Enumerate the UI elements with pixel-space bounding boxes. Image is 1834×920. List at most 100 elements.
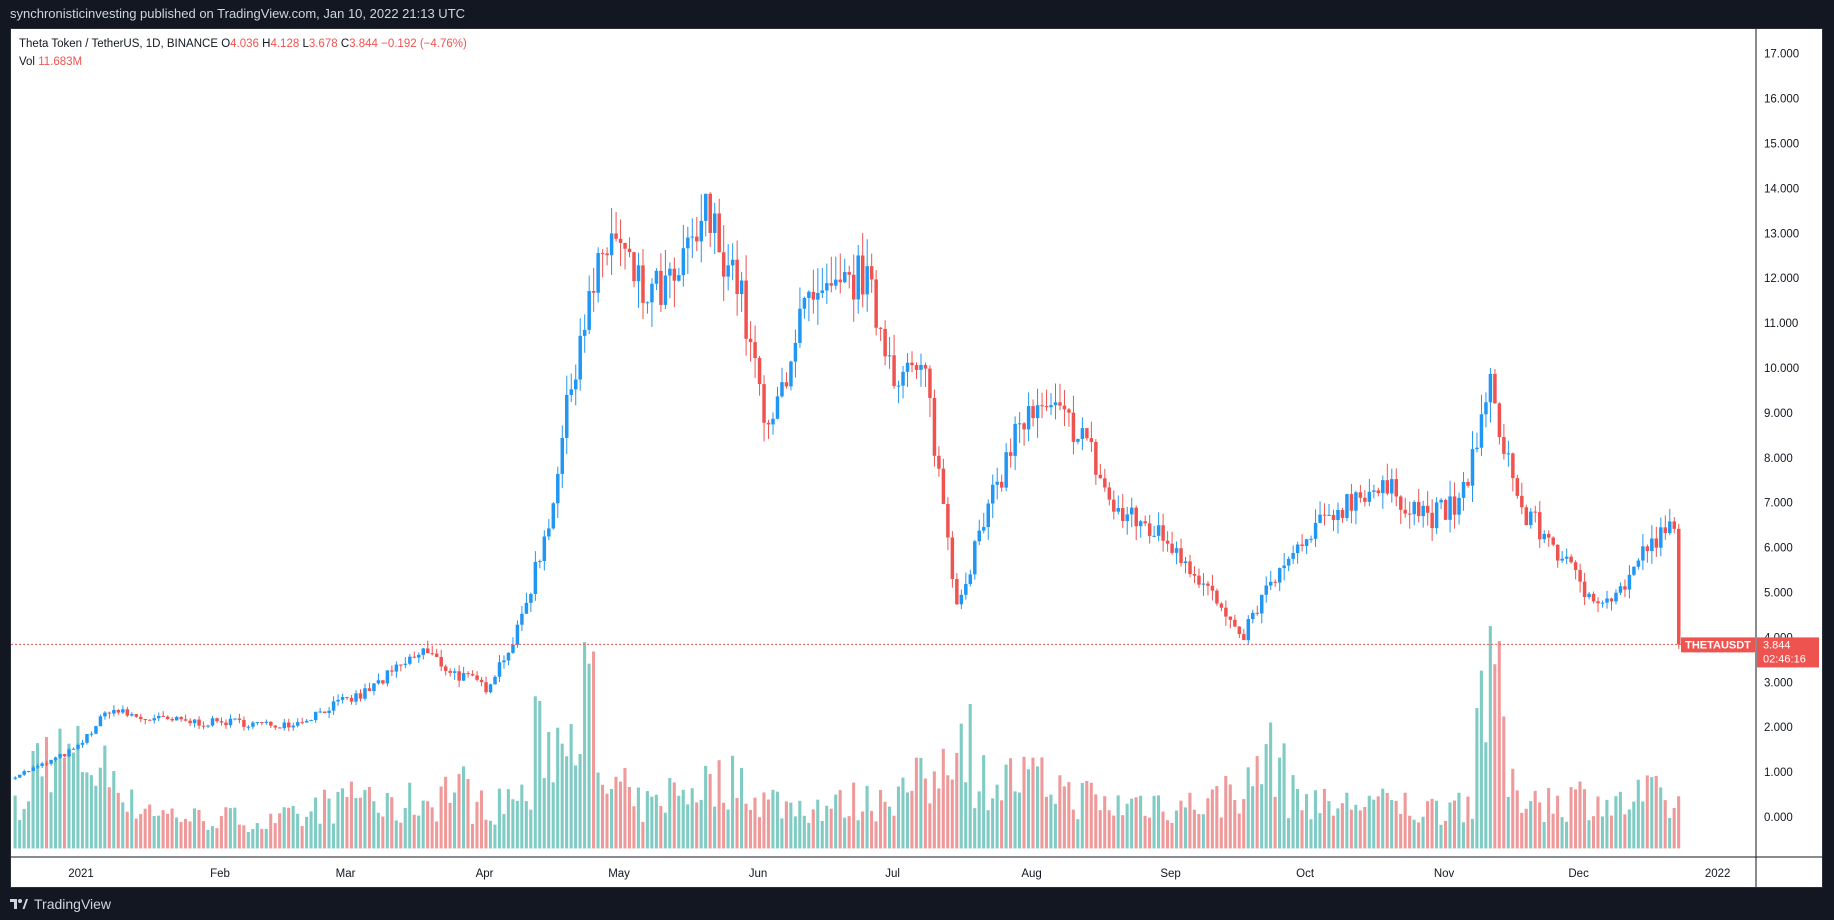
candle-body: [457, 671, 461, 681]
volume-bar: [1053, 803, 1057, 849]
candle-body: [1448, 496, 1452, 520]
volume-bar: [1192, 809, 1196, 849]
candle-body: [331, 701, 336, 711]
volume-bar: [1327, 801, 1331, 849]
candle-body: [282, 722, 287, 729]
volume-bar: [757, 817, 762, 849]
candle-body: [269, 721, 273, 726]
candle-body: [246, 726, 251, 728]
brand[interactable]: TradingView: [10, 896, 111, 912]
volume-bar: [13, 795, 17, 849]
volume-bar: [1107, 810, 1111, 849]
tradingview-logo-icon: [10, 899, 28, 909]
volume-bar: [1322, 788, 1326, 849]
candle-body: [591, 291, 596, 293]
candle-body: [1546, 533, 1551, 538]
candle-body: [766, 422, 771, 425]
volume-bar: [89, 775, 93, 849]
volume-bar: [134, 818, 138, 849]
volume-bar: [681, 789, 685, 849]
legend: Theta Token / TetherUS, 1D, BINANCE O4.0…: [19, 35, 467, 71]
candle-body: [730, 259, 735, 266]
candle-body: [475, 675, 479, 680]
volume-bar: [1650, 777, 1654, 849]
candle-body: [717, 213, 721, 253]
volume-bar: [1493, 664, 1497, 849]
candle-body: [255, 722, 260, 724]
volume-bar: [1264, 744, 1268, 849]
brand-name: TradingView: [34, 896, 112, 912]
candle-body: [1551, 537, 1555, 545]
candle-body: [1466, 481, 1470, 486]
volume-bar: [1156, 795, 1161, 849]
volume-bar: [1439, 824, 1443, 849]
symbol-title[interactable]: Theta Token / TetherUS, 1D, BINANCE: [19, 38, 218, 50]
volume-bar: [1165, 820, 1170, 849]
volume-bar: [802, 815, 806, 849]
candle-body: [1107, 487, 1112, 500]
volume-bar: [1426, 801, 1430, 849]
volume-bar: [1556, 795, 1560, 849]
candlestick-chart[interactable]: 17.000 16.000 15.000 14.000 13.000 12.000 11.0…: [11, 29, 1823, 888]
volume-bar: [663, 812, 667, 849]
candle-body: [22, 771, 26, 775]
volume-bar: [1632, 801, 1636, 849]
candle-body: [560, 437, 565, 474]
volume-bar: [556, 727, 560, 849]
volume-bar: [1511, 768, 1515, 849]
candle-body: [739, 280, 744, 295]
volume-bar: [843, 817, 847, 849]
volume-bar: [300, 826, 304, 849]
volume-bar: [1461, 822, 1465, 849]
volume-bar: [766, 799, 770, 849]
volume-bar: [1618, 791, 1622, 849]
candle-body: [1609, 598, 1614, 602]
volume-bar: [650, 796, 654, 849]
candle-body: [1224, 607, 1228, 617]
volume-bar: [524, 801, 528, 849]
volume-bar: [1376, 796, 1380, 849]
candle-body: [260, 722, 264, 724]
candle-body: [1040, 405, 1044, 407]
candle-body: [1515, 478, 1520, 496]
candle-body: [287, 722, 291, 728]
volume-bar: [968, 704, 972, 849]
candle-body: [461, 673, 466, 681]
candle-body: [914, 365, 919, 370]
volume-bar: [170, 808, 174, 849]
candle-body: [1605, 598, 1609, 603]
candle-body: [614, 233, 618, 239]
volume-bar: [345, 796, 349, 849]
x-tick-label: May: [608, 868, 630, 880]
volume-bar: [959, 723, 963, 849]
candle-body: [1233, 619, 1237, 627]
volume-bar: [376, 812, 380, 849]
volume-bar: [600, 784, 605, 849]
candle-body: [753, 342, 757, 359]
candle-body: [1322, 514, 1327, 516]
y-tick-label: 5.000: [1764, 588, 1793, 600]
candle-body: [1318, 514, 1322, 523]
candle-body: [403, 663, 408, 665]
volume-bar: [1049, 794, 1053, 849]
candle-body: [990, 484, 995, 504]
volume-bar: [1295, 788, 1300, 849]
volume-bar: [228, 808, 232, 849]
candle-body: [1672, 521, 1677, 529]
candle-body: [430, 653, 434, 655]
candle-body: [955, 579, 959, 605]
volume-bar: [1654, 776, 1658, 849]
volume-bar: [529, 809, 533, 849]
candle-body: [524, 602, 529, 614]
candle-body: [1192, 574, 1197, 576]
candle-body: [1600, 602, 1605, 604]
candle-body: [1511, 453, 1515, 479]
volume-bar: [892, 815, 896, 849]
chart-panel[interactable]: 17.000 16.000 15.000 14.000 13.000 12.000 11.0…: [10, 28, 1823, 888]
candle-body: [636, 265, 641, 282]
candle-body: [618, 238, 623, 243]
volume-bar: [1251, 786, 1255, 849]
volume-bar: [1300, 810, 1304, 849]
volume-bar: [1497, 641, 1501, 849]
footer-bar: TradingView: [0, 888, 1834, 920]
